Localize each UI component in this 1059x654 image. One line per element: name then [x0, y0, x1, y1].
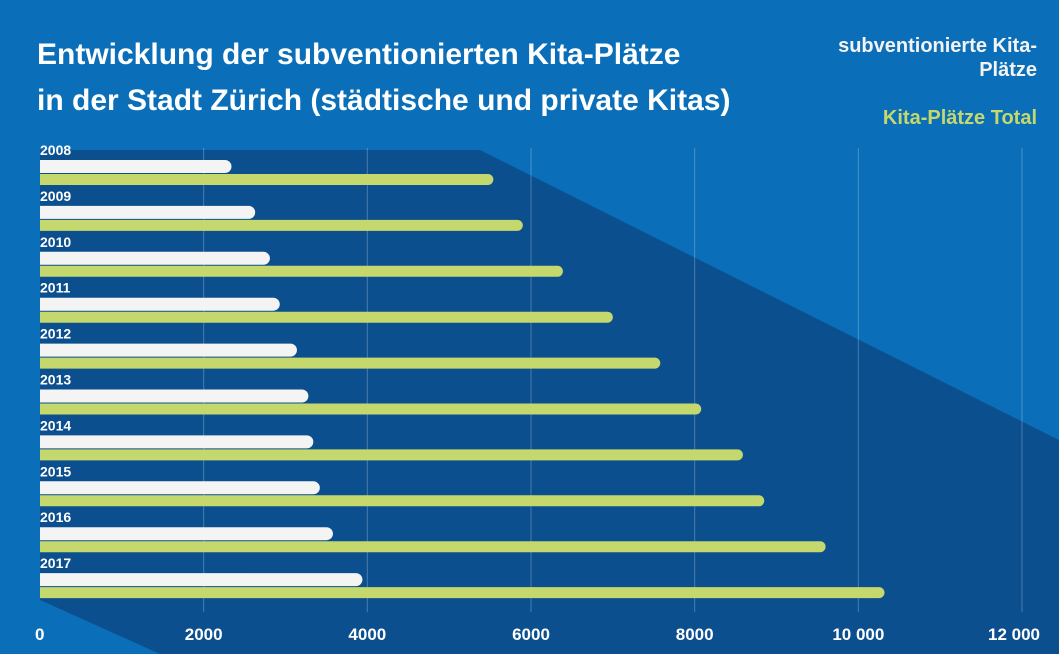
x-tick-label: 12 000: [988, 625, 1040, 644]
legend-entry: subventionierte Kita-Plätze: [838, 35, 1037, 81]
x-tick-label: 10 000: [832, 625, 884, 644]
x-tick-label: 4000: [348, 625, 386, 644]
category-label: 2014: [40, 417, 71, 433]
bar: [40, 527, 333, 541]
chart-title: in der Stadt Zürich (städtische und priv…: [37, 84, 731, 117]
bar: [40, 389, 309, 403]
category-label: 2013: [40, 372, 71, 388]
bar: [40, 449, 743, 461]
category-label: 2012: [40, 326, 71, 342]
bar: [40, 403, 702, 415]
bar: [40, 587, 885, 599]
bar: [40, 357, 661, 369]
x-tick-label: 6000: [512, 625, 550, 644]
bar: [40, 343, 297, 357]
x-tick-label: 2000: [185, 625, 223, 644]
bar: [40, 265, 563, 277]
bar: [40, 174, 494, 185]
chart-title: Entwicklung der subventionierten Kita-Pl…: [37, 38, 681, 71]
bar: [40, 297, 280, 311]
category-label: 2011: [40, 280, 71, 296]
bar: [40, 219, 523, 231]
bar: [40, 541, 826, 553]
bar: [40, 573, 363, 587]
bar: [40, 435, 314, 449]
bar: [40, 160, 232, 173]
bar: [40, 311, 613, 323]
category-label: 2017: [40, 555, 71, 571]
category-label: 2015: [40, 463, 71, 479]
legend-entry: Kita-Plätze Total: [882, 107, 1037, 129]
x-tick-label: 8000: [676, 625, 714, 644]
bar: [40, 251, 270, 265]
category-label: 2008: [40, 142, 71, 158]
bar: [40, 481, 320, 495]
category-label: 2010: [40, 234, 71, 250]
category-label: 2016: [40, 509, 71, 525]
bar: [40, 495, 765, 507]
x-tick-label: 0: [35, 625, 44, 644]
category-label: 2009: [40, 188, 71, 204]
bar: [40, 205, 256, 219]
